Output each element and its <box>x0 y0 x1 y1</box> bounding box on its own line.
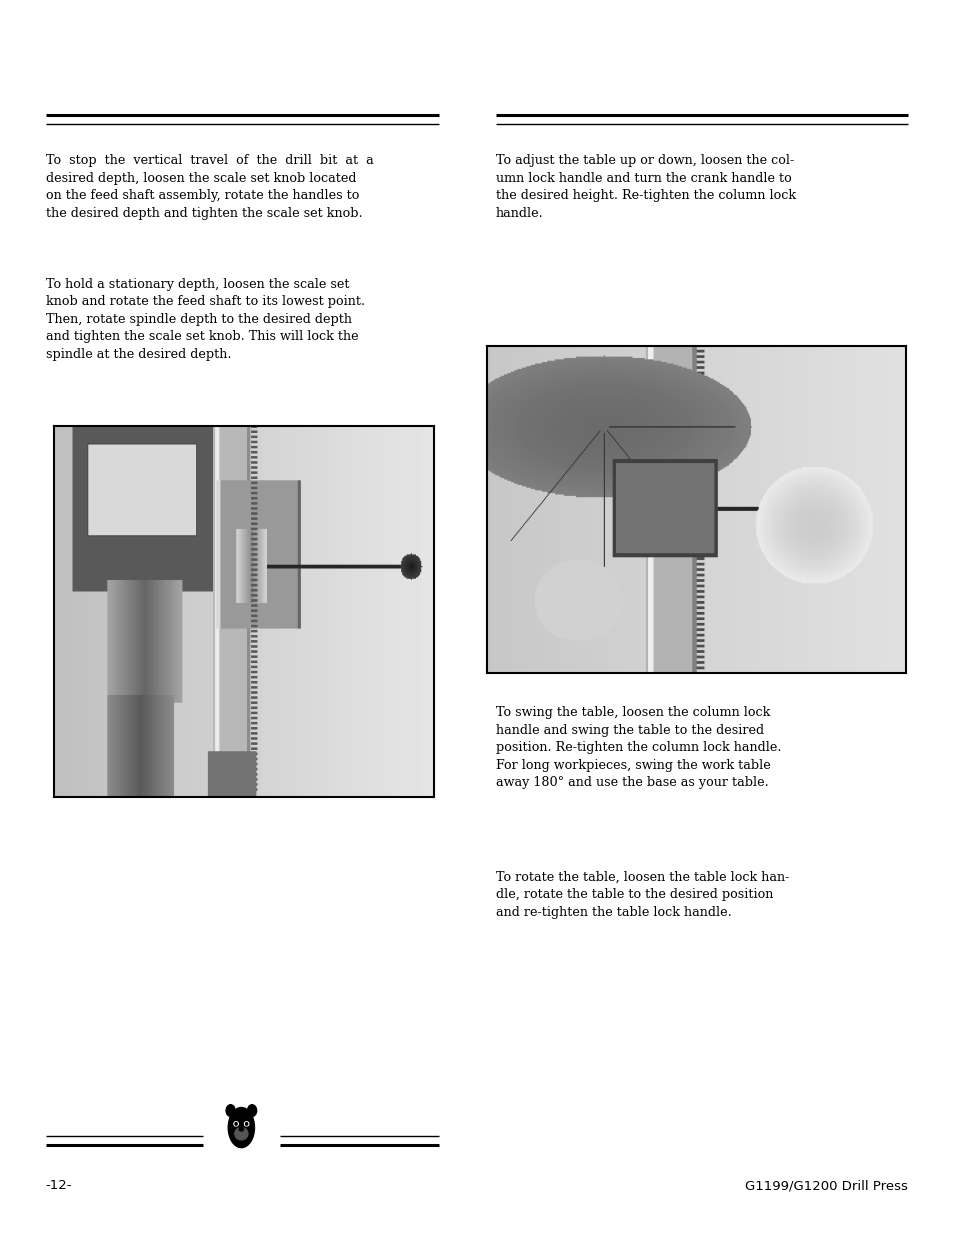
Ellipse shape <box>247 1105 256 1116</box>
Ellipse shape <box>245 1123 248 1125</box>
Ellipse shape <box>228 1108 254 1147</box>
Text: To hold a stationary depth, loosen the scale set
knob and rotate the feed shaft : To hold a stationary depth, loosen the s… <box>46 278 365 361</box>
Text: -12-: -12- <box>46 1179 72 1192</box>
Text: To  stop  the  vertical  travel  of  the  drill  bit  at  a
desired depth, loose: To stop the vertical travel of the drill… <box>46 154 374 220</box>
Text: scale set knob: scale set knob <box>254 640 383 729</box>
Ellipse shape <box>234 1128 248 1140</box>
Ellipse shape <box>244 1121 249 1126</box>
Text: G1199/G1200 Drill Press: G1199/G1200 Drill Press <box>744 1179 907 1192</box>
Ellipse shape <box>233 1121 238 1126</box>
Text: To swing the table, loosen the column lock
handle and swing the table to the des: To swing the table, loosen the column lo… <box>496 706 781 789</box>
Ellipse shape <box>234 1123 237 1125</box>
Text: To adjust the table up or down, loosen the col-
umn lock handle and turn the cra: To adjust the table up or down, loosen t… <box>496 154 796 220</box>
Text: To rotate the table, loosen the table lock han-
dle, rotate the table to the des: To rotate the table, loosen the table lo… <box>496 871 789 919</box>
Ellipse shape <box>226 1105 234 1116</box>
Text: lock handle: lock handle <box>748 506 831 592</box>
Ellipse shape <box>239 1128 243 1131</box>
